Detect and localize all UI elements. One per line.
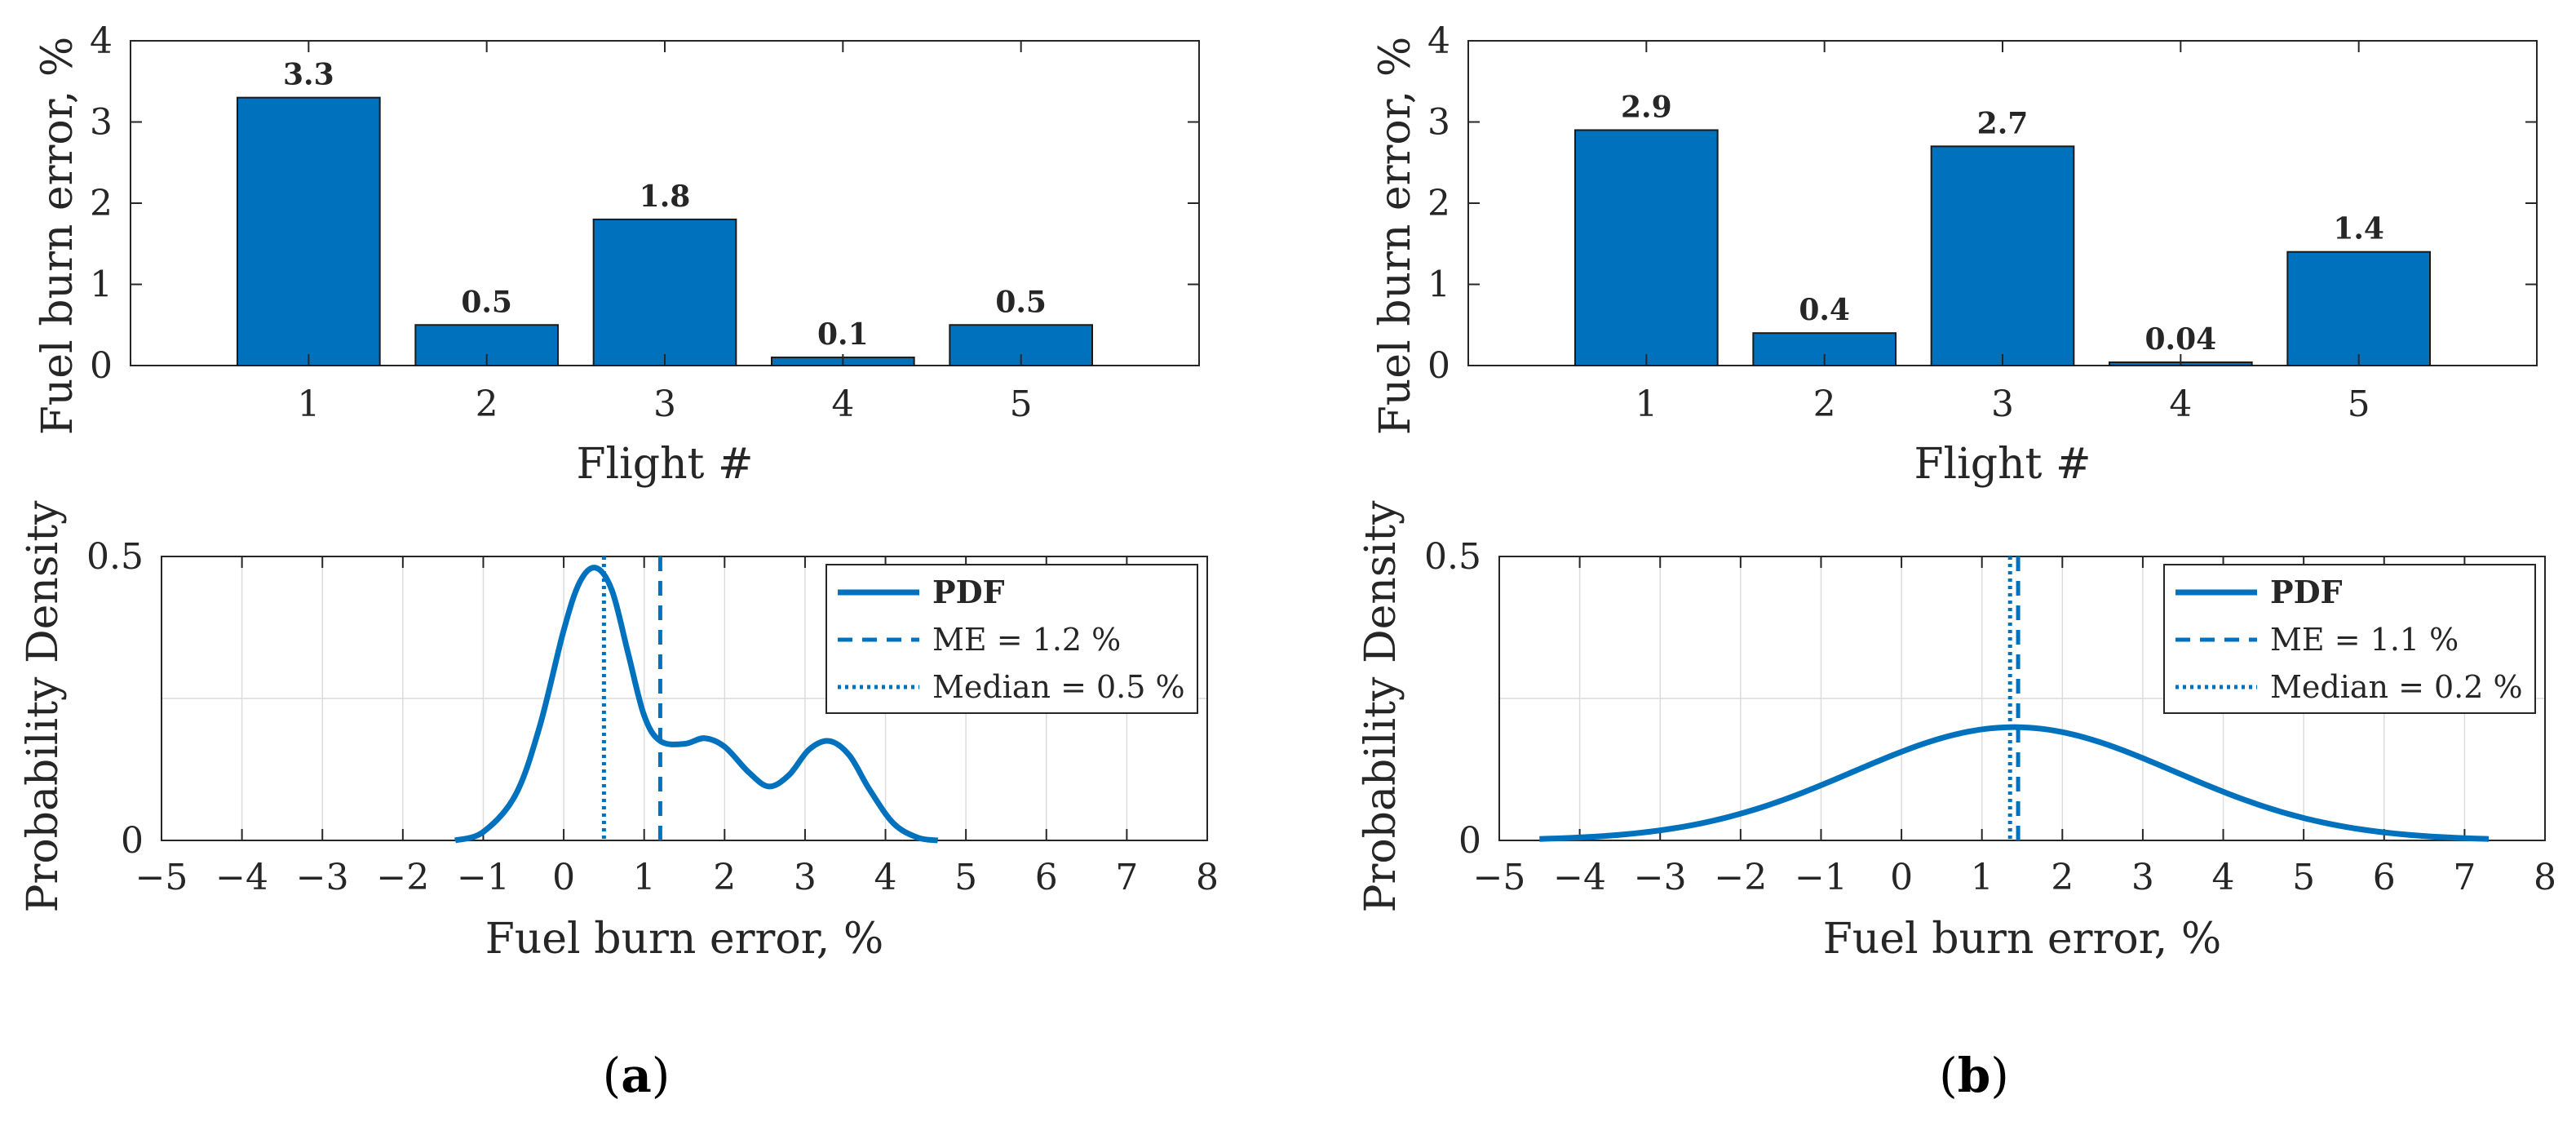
- a-bottom-pdf-line: [454, 565, 939, 844]
- a-top-data-label: 0.5: [995, 285, 1047, 319]
- b-bottom-axes-box: [1498, 556, 2546, 841]
- b-top-data-label: 0.4: [1799, 293, 1850, 327]
- b-top-bar: [1574, 129, 1719, 366]
- b-top-bar: [2286, 250, 2431, 367]
- a-bottom-xtick-label: −2: [376, 857, 429, 898]
- a-top-xlabel: Flight #: [576, 440, 753, 489]
- b-bottom-xtick-label: 1: [1971, 857, 1994, 898]
- b-bottom-xtick-label: 7: [2453, 857, 2476, 898]
- a-top-category-label: 3: [653, 383, 676, 425]
- b-top-ytick-label: 1: [1427, 264, 1450, 306]
- a-bottom-xtick-label: 5: [954, 857, 977, 898]
- a-bottom-ytick-label: 0.5: [86, 536, 144, 578]
- a-top-ytick-label: 3: [90, 102, 113, 144]
- b-top-ytick-label: 3: [1427, 102, 1450, 144]
- b-bottom-ytick-label: 0: [1458, 820, 1481, 862]
- a-bottom-xtick-label: 6: [1035, 857, 1058, 898]
- a-bottom-xtick-label: −4: [215, 857, 268, 898]
- b-top-category-label: 2: [1813, 383, 1836, 425]
- a-bottom-xtick-label: −5: [135, 857, 188, 898]
- b-top-data-label: 0.04: [2144, 322, 2216, 357]
- b-top-category-label: 3: [1991, 383, 2014, 425]
- b-bottom-pdf-line: [1539, 724, 2490, 842]
- b-bottom-xtick-label: 6: [2373, 857, 2396, 898]
- a-top-ytick-label: 1: [90, 264, 113, 306]
- b-bottom-xtick-label: −2: [1714, 857, 1767, 898]
- a-top-ytick-label: 0: [90, 345, 113, 387]
- a-top-category-label: 2: [476, 383, 498, 425]
- b-bottom-legend-entry: Median = 0.2 %: [2270, 669, 2523, 705]
- a-top-data-label: 3.3: [283, 58, 334, 92]
- b-top-category-label: 1: [1635, 383, 1658, 425]
- a-top-data-label: 0.1: [817, 317, 869, 352]
- a-bottom-xtick-label: 0: [552, 857, 575, 898]
- chart-b-bottom-pdf: −5 −4 −3 −2 −1 0 1 2 3 4 5 6 7 8 0 0.5 PDF ME = 1.1 % Medi…: [1357, 500, 2556, 964]
- a-top-ytick-label: 2: [90, 183, 113, 224]
- b-top-bar: [1930, 145, 2075, 366]
- b-bottom-xtick-label: −5: [1473, 857, 1526, 898]
- b-bottom-legend-entry: PDF: [2270, 574, 2343, 610]
- b-bottom-xtick-label: −3: [1634, 857, 1687, 898]
- a-top-ylabel: Fuel burn error, %: [33, 37, 82, 436]
- panel-label-a: (a): [603, 1048, 671, 1103]
- a-bottom-xlabel: Fuel burn error, %: [485, 915, 884, 964]
- chart-b-top-bar: 0 1 2 3 4 1 2.9 2 0.4 3 2.7 4 0.04 5 1.4 Flight # Fuel b…: [1371, 20, 2538, 489]
- a-bottom-legend: PDF ME = 1.2 % Median = 0.5 %: [825, 564, 1198, 714]
- a-bottom-legend-entry: PDF: [932, 574, 1005, 610]
- a-top-ytick-label: 4: [90, 20, 113, 62]
- a-bottom-xtick-label: −3: [296, 857, 349, 898]
- panel-label-b: (b): [1939, 1048, 2009, 1103]
- b-bottom-ytick-label: 0.5: [1424, 536, 1481, 578]
- b-bottom-xtick-label: 2: [2051, 857, 2074, 898]
- b-bottom-xtick-label: 3: [2131, 857, 2154, 898]
- b-top-ylabel: Fuel burn error, %: [1371, 37, 1420, 436]
- a-top-category-label: 4: [831, 383, 854, 425]
- a-top-bar: [592, 218, 737, 366]
- b-bottom-xtick-label: 0: [1890, 857, 1913, 898]
- a-bottom-legend-entry: Median = 0.5 %: [932, 669, 1185, 705]
- a-bottom-xtick-label: 4: [874, 857, 897, 898]
- b-top-xlabel: Flight #: [1914, 440, 2091, 489]
- chart-a-bottom-pdf: −5 −4 −3 −2 −1 0 1 2 3 4 5 6 7 8 0 0.5 PDF ME = 1.2 % Medi…: [19, 500, 1219, 964]
- b-top-ytick-label: 0: [1427, 345, 1450, 387]
- b-top-data-label: 1.4: [2333, 212, 2384, 246]
- b-top-ytick-label: 2: [1427, 183, 1450, 224]
- a-bottom-xtick-label: 8: [1196, 857, 1219, 898]
- b-bottom-xtick-label: 8: [2534, 857, 2556, 898]
- b-top-ytick-label: 4: [1427, 20, 1450, 62]
- a-bottom-ytick-label: 0: [121, 820, 144, 862]
- a-bottom-xtick-label: 7: [1115, 857, 1138, 898]
- b-top-data-label: 2.7: [1977, 106, 2029, 140]
- b-bottom-xlabel: Fuel burn error, %: [1823, 915, 2222, 964]
- a-top-bar: [237, 96, 381, 367]
- a-top-category-label: 5: [1010, 383, 1033, 425]
- a-bottom-xtick-label: 1: [633, 857, 656, 898]
- b-top-data-label: 2.9: [1621, 90, 1672, 124]
- b-bottom-xtick-label: 5: [2292, 857, 2315, 898]
- a-bottom-ylabel: Probability Density: [19, 500, 68, 913]
- chart-a-top-bar: 0 1 2 3 4 1 3.3 2 0.5 3 1.8 4 0.1 5 0.5 Flight # Fuel bu…: [33, 20, 1200, 489]
- b-bottom-xtick-label: −1: [1795, 857, 1848, 898]
- b-bottom-legend-entry: ME = 1.1 %: [2270, 622, 2459, 658]
- a-top-category-label: 1: [297, 383, 320, 425]
- a-bottom-axes-box: [161, 556, 1208, 841]
- b-bottom-ylabel: Probability Density: [1357, 500, 1405, 913]
- a-top-data-label: 0.5: [461, 285, 512, 319]
- b-top-category-label: 5: [2348, 383, 2370, 425]
- a-bottom-legend-entry: ME = 1.2 %: [932, 622, 1121, 658]
- a-top-data-label: 1.8: [640, 180, 691, 214]
- a-bottom-xtick-label: 3: [794, 857, 817, 898]
- a-bottom-xtick-label: 2: [713, 857, 736, 898]
- b-bottom-xtick-label: 4: [2212, 857, 2235, 898]
- a-bottom-xtick-label: −1: [457, 857, 510, 898]
- b-bottom-xtick-label: −4: [1553, 857, 1606, 898]
- b-top-category-label: 4: [2169, 383, 2192, 425]
- b-bottom-legend: PDF ME = 1.1 % Median = 0.2 %: [2163, 564, 2536, 714]
